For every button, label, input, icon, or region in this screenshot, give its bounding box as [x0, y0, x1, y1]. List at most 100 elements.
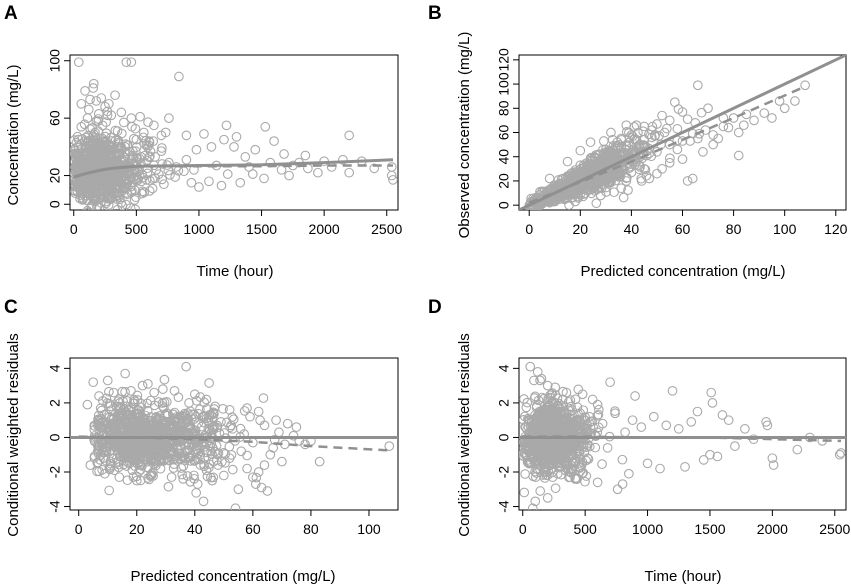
data-point	[137, 380, 148, 391]
data-point	[282, 418, 293, 429]
data-point	[136, 398, 146, 409]
data-point	[90, 183, 101, 194]
y-tick-label: -4	[496, 500, 512, 513]
data-point	[88, 377, 99, 388]
data-point	[636, 173, 647, 184]
data-point	[108, 179, 118, 189]
x-tick-label: 100	[357, 521, 381, 537]
data-point	[221, 120, 232, 131]
data-point	[568, 187, 579, 198]
data-point	[142, 405, 153, 416]
data-point	[159, 397, 170, 408]
data-point	[73, 149, 83, 160]
data-point	[184, 422, 195, 433]
data-point	[555, 191, 566, 202]
data-point	[177, 469, 188, 480]
data-point	[259, 460, 270, 470]
data-point	[779, 103, 790, 114]
data-point	[85, 94, 95, 105]
data-point	[114, 177, 125, 188]
data-point	[712, 451, 723, 462]
data-point	[137, 169, 147, 180]
panel-b-data-layer	[519, 55, 846, 210]
data-point	[597, 459, 607, 469]
data-point	[130, 425, 141, 435]
data-point	[677, 154, 688, 164]
data-point	[166, 472, 177, 483]
x-tick-label: 0	[75, 521, 83, 537]
data-point	[572, 402, 583, 413]
data-point	[661, 420, 672, 431]
data-point	[86, 159, 96, 170]
data-point	[106, 194, 116, 205]
data-point	[590, 180, 601, 190]
x-tick-label: 20	[573, 221, 589, 237]
data-point	[529, 393, 540, 403]
data-point	[644, 129, 654, 140]
data-point	[708, 130, 719, 140]
y-tick-label: 0	[47, 433, 63, 441]
data-point	[124, 146, 135, 157]
data-point	[149, 456, 159, 467]
panel-a-ylabel: Concentration (mg/L)	[5, 65, 22, 206]
data-point	[265, 449, 276, 460]
data-point	[211, 455, 222, 466]
y-tick-label: 100	[496, 72, 512, 96]
data-point	[568, 444, 578, 454]
data-point	[192, 444, 202, 455]
data-point	[106, 413, 117, 424]
data-point	[640, 164, 651, 175]
data-point	[602, 442, 613, 453]
data-point	[76, 98, 87, 109]
data-point	[112, 188, 122, 198]
data-point	[836, 448, 846, 458]
data-point	[584, 441, 595, 452]
data-point	[519, 487, 530, 498]
x-tick-label: 20	[129, 521, 145, 537]
data-point	[194, 182, 204, 192]
data-point	[268, 442, 279, 453]
data-point	[206, 142, 217, 152]
data-point	[610, 406, 620, 416]
data-point	[96, 213, 105, 222]
data-point	[142, 142, 153, 152]
data-point	[686, 417, 697, 427]
data-point	[386, 162, 397, 172]
data-point	[158, 456, 169, 466]
panel-a-letter: A	[4, 3, 18, 24]
data-point	[694, 128, 705, 139]
data-point	[92, 457, 103, 468]
data-point	[172, 454, 183, 464]
data-point	[80, 190, 90, 201]
data-point	[587, 394, 598, 405]
data-point	[88, 78, 99, 89]
data-point	[204, 417, 214, 428]
data-point	[549, 405, 560, 416]
data-point	[170, 172, 181, 182]
data-point	[126, 57, 137, 68]
data-point	[255, 415, 265, 426]
data-point	[224, 441, 235, 452]
panel-c-y-axis: -4 -2 0 2 4	[47, 364, 70, 513]
x-tick-label: 2500	[371, 221, 402, 237]
data-point	[580, 476, 590, 487]
data-point	[522, 397, 533, 408]
data-point	[525, 361, 536, 372]
data-point	[93, 178, 104, 188]
data-point	[129, 396, 140, 407]
data-point	[157, 174, 167, 185]
data-point	[800, 80, 810, 91]
data-point	[698, 455, 709, 465]
data-point	[174, 448, 185, 459]
data-point	[612, 484, 623, 495]
data-point	[218, 470, 229, 481]
data-point	[102, 398, 113, 408]
data-point	[277, 456, 287, 467]
data-point	[73, 57, 84, 68]
data-point	[535, 486, 546, 496]
data-point	[149, 120, 159, 131]
data-point	[547, 435, 557, 446]
data-point	[240, 152, 251, 162]
panel-d-ylabel: Conditional weighted residuals	[456, 333, 473, 536]
data-point	[617, 479, 628, 489]
